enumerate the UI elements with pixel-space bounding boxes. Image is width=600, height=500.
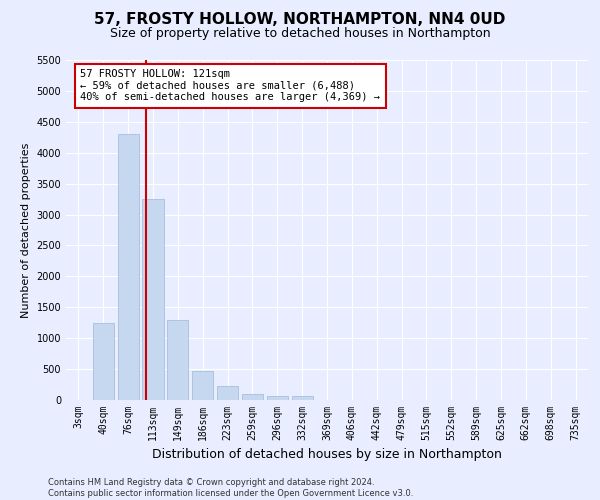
Bar <box>242 394 263 400</box>
Text: 57, FROSTY HOLLOW, NORTHAMPTON, NN4 0UD: 57, FROSTY HOLLOW, NORTHAMPTON, NN4 0UD <box>94 12 506 28</box>
Y-axis label: Number of detached properties: Number of detached properties <box>21 142 31 318</box>
Bar <box>93 322 114 400</box>
X-axis label: Distribution of detached houses by size in Northampton: Distribution of detached houses by size … <box>152 448 502 462</box>
Text: Contains HM Land Registry data © Crown copyright and database right 2024.
Contai: Contains HM Land Registry data © Crown c… <box>48 478 413 498</box>
Bar <box>267 396 288 400</box>
Bar <box>167 320 188 400</box>
Bar <box>118 134 139 400</box>
Bar <box>292 396 313 400</box>
Text: 57 FROSTY HOLLOW: 121sqm
← 59% of detached houses are smaller (6,488)
40% of sem: 57 FROSTY HOLLOW: 121sqm ← 59% of detach… <box>80 70 380 102</box>
Bar <box>142 199 164 400</box>
Bar <box>217 386 238 400</box>
Text: Size of property relative to detached houses in Northampton: Size of property relative to detached ho… <box>110 28 490 40</box>
Bar <box>192 371 213 400</box>
